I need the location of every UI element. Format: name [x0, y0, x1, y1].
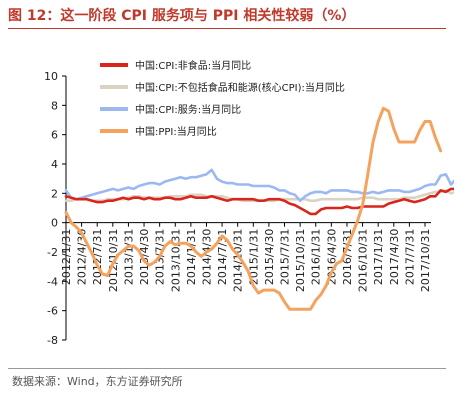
title-underline — [8, 28, 446, 29]
data-source: 数据来源：Wind，东方证券研究所 — [12, 375, 183, 388]
legend-label: 中国:PPI:当月同比 — [135, 125, 217, 138]
y-tick-label: 4 — [51, 158, 58, 171]
x-tick-label: 2017/10/31 — [419, 229, 432, 292]
x-tick-label: 2014/4/30 — [200, 229, 213, 285]
footer-divider — [8, 368, 446, 369]
y-tick-label: 6 — [51, 129, 58, 142]
x-tick-label: 2016/1/31 — [310, 229, 323, 285]
y-tick-label: -4 — [47, 275, 58, 288]
series-line-1 — [64, 189, 454, 202]
x-tick-label: 2017/7/31 — [403, 229, 416, 285]
legend-label: 中国:CPI:不包括食品和能源(核心CPI):当月同比 — [135, 81, 345, 94]
x-tick-label: 2017/4/30 — [388, 229, 401, 285]
chart-title: 图 12：这一阶段 CPI 服务项与 PPI 相关性较弱（%） — [8, 8, 356, 24]
legend-label: 中国:CPI:非食品:当月同比 — [135, 59, 251, 72]
x-tick-label: 2015/10/31 — [294, 229, 307, 292]
x-tick-label: 2015/7/31 — [279, 229, 292, 285]
x-tick-label: 2016/7/31 — [341, 229, 354, 285]
y-tick-label: 0 — [51, 217, 58, 230]
x-tick-label: 2014/7/31 — [216, 229, 229, 285]
x-tick-label: 2013/1/31 — [122, 229, 135, 285]
x-tick-label: 2016/10/31 — [357, 229, 370, 292]
x-tick-label: 2013/4/30 — [138, 229, 151, 285]
x-tick-label: 2012/1/31 — [60, 229, 73, 285]
chart-legend: 中国:CPI:非食品:当月同比中国:CPI:不包括食品和能源(核心CPI):当月… — [100, 59, 345, 138]
y-tick-label: 2 — [51, 187, 58, 200]
x-tick-label: 2013/10/31 — [169, 229, 182, 292]
series-line-2 — [64, 168, 454, 202]
y-tick-label: 10 — [44, 70, 58, 83]
x-tick-label: 2015/4/30 — [263, 229, 276, 285]
y-tick-label: -2 — [47, 246, 58, 259]
y-tick-label: -8 — [47, 334, 58, 347]
y-tick-label: -6 — [47, 305, 58, 318]
series-layer — [64, 106, 454, 311]
x-tick-label: 2016/4/30 — [325, 229, 338, 285]
legend-label: 中国:CPI:服务:当月同比 — [135, 103, 241, 116]
series-line-3 — [64, 106, 443, 311]
series-line-0 — [64, 187, 454, 216]
x-tick-label: 2014/1/31 — [185, 229, 198, 285]
x-tick-label: 2015/1/31 — [247, 229, 260, 285]
x-tick-label: 2017/1/31 — [372, 229, 385, 285]
x-tick-label: 2014/10/31 — [232, 229, 245, 292]
y-tick-label: 8 — [51, 99, 58, 112]
